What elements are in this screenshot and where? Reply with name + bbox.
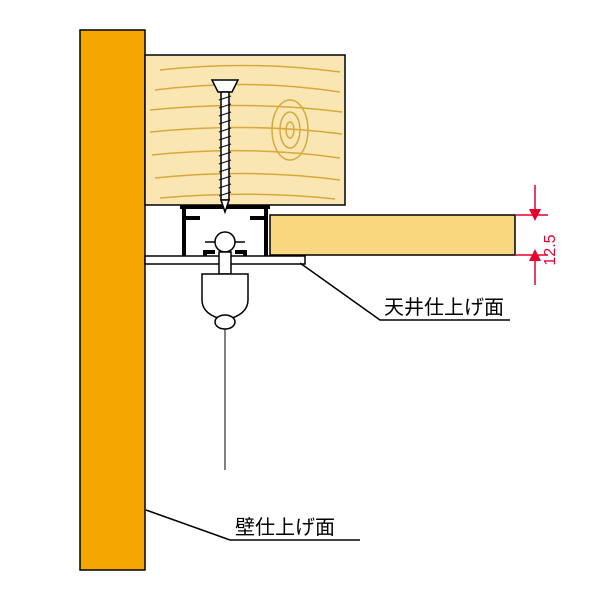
diagram-canvas: 12.5 天井仕上げ面 壁仕上げ面 — [0, 0, 600, 600]
ceiling-panel — [270, 215, 515, 255]
wall — [80, 30, 145, 570]
wall-surface-label: 壁仕上げ面 — [235, 516, 335, 539]
hanger-hardware — [202, 232, 248, 470]
dimension-value: 12.5 — [542, 234, 559, 265]
wood-block — [145, 55, 345, 205]
ceiling-surface-label: 天井仕上げ面 — [384, 296, 504, 319]
